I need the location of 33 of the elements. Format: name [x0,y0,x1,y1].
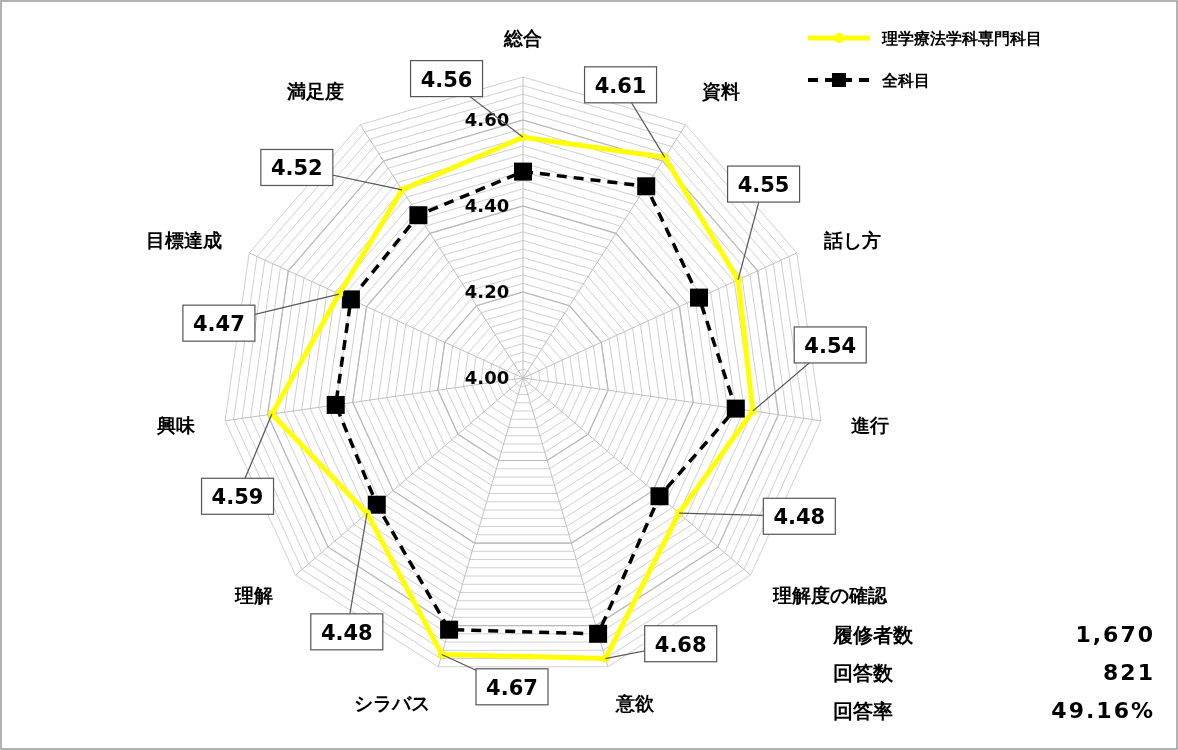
y-tick-label: 4.40 [464,195,510,216]
data-label: 4.52 [270,156,323,181]
data-label: 4.61 [594,73,647,98]
spoke-label: 進行 [850,414,889,437]
data-label: 4.59 [211,485,264,510]
data-label: 4.47 [192,312,245,337]
legend-label: 理学療法学科専門科目 [881,29,1042,48]
spoke-label: 総合 [503,27,542,49]
spoke-label: 目標達成 [145,229,222,252]
text: 49.16% [1051,698,1155,723]
text: 回答数 [833,661,894,685]
y-tick-label: 4.20 [464,281,510,302]
spoke-label: 満足度 [286,79,345,102]
text: 回答率 [833,699,893,723]
spoke-label: シラバス [353,691,430,714]
data-label: 4.67 [486,675,538,700]
spoke-label: 資料 [700,79,740,102]
data-label: 4.48 [773,505,826,530]
spoke-label: 意欲 [615,691,656,714]
spoke-label: 理解 [233,583,273,606]
legend-label: 全科目 [881,71,930,90]
data-label: 4.54 [804,333,857,358]
data-label: 4.55 [737,173,790,198]
spoke-label: 興味 [156,414,197,437]
data-label: 4.56 [420,67,473,92]
data-label: 4.48 [320,620,373,645]
text: 履修者数 [832,623,914,647]
text: 821 [1103,660,1155,685]
text: 1,670 [1075,622,1155,647]
y-tick-label: 4.00 [464,367,510,388]
data-label: 4.68 [654,632,707,657]
spoke-label: 話し方 [823,229,882,252]
spoke-label: 理解度の確認 [772,583,889,606]
